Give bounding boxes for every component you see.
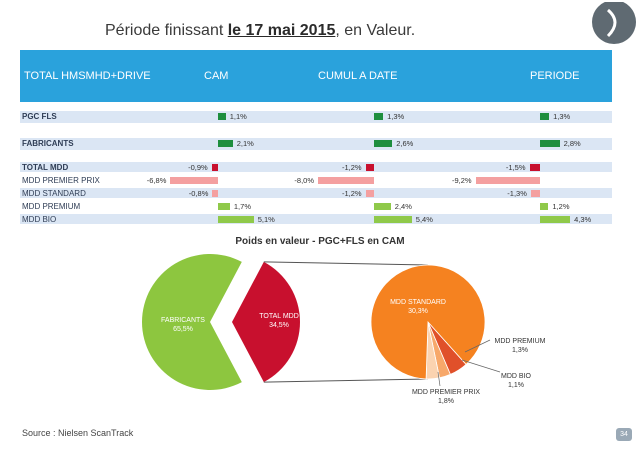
header-cumul: CUMUL A DATE xyxy=(318,70,398,82)
value-label: 2,4% xyxy=(394,202,412,211)
value-bar xyxy=(374,216,412,223)
page-title: Période finissant le 17 mai 2015, en Val… xyxy=(105,22,415,40)
value-label: 5,4% xyxy=(415,215,433,224)
leader-line-premier-prix xyxy=(437,371,441,387)
value-bar xyxy=(318,177,374,184)
row-label: MDD BIO xyxy=(22,215,57,224)
slice-total-mdd xyxy=(232,261,301,383)
value-bar xyxy=(374,140,393,147)
value-bar xyxy=(212,190,218,197)
value-bar xyxy=(540,216,571,223)
value-label: -1,2% xyxy=(342,163,362,172)
row-band xyxy=(20,138,612,150)
value-bar xyxy=(218,203,230,210)
slice-fabricants xyxy=(142,254,242,390)
value-bar xyxy=(365,164,374,171)
row-label: MDD STANDARD xyxy=(22,189,86,198)
row-band xyxy=(20,188,612,198)
value-label: 2,1% xyxy=(236,139,254,148)
slice-mdd-standard xyxy=(370,264,486,380)
value-label: 1,3% xyxy=(553,112,571,121)
label-fabricants: FABRICANTS 65,5% xyxy=(161,317,205,333)
label-mdd-bio: MDD BIO 1,1% xyxy=(501,373,532,389)
value-label: -1,3% xyxy=(507,189,527,198)
value-label: -0,9% xyxy=(188,163,208,172)
value-label: 4,3% xyxy=(574,215,592,224)
label-total-mdd: TOTAL MDD 34,5% xyxy=(259,313,299,329)
value-label: 2,8% xyxy=(563,139,581,148)
value-bar xyxy=(540,203,549,210)
header-periode: PERIODE xyxy=(530,70,580,82)
row-band xyxy=(20,111,612,123)
value-bar xyxy=(529,164,540,171)
value-label: -8,0% xyxy=(294,176,314,185)
leader-line-premium xyxy=(464,339,491,353)
title-date: le 17 mai 2015 xyxy=(227,22,336,39)
title-prefix: Période finissant xyxy=(105,22,228,39)
value-bar xyxy=(218,216,254,223)
header-band xyxy=(20,50,612,102)
label-mdd-premier-prix: MDD PREMIER PRIX 1,8% xyxy=(412,389,480,405)
value-bar xyxy=(374,203,391,210)
value-bar xyxy=(365,190,374,197)
row-label: MDD PREMIER PRIX xyxy=(22,176,100,185)
chart-title: Poids en valeur - PGC+FLS en CAM xyxy=(235,236,405,247)
value-label: -6,8% xyxy=(146,176,167,185)
connector-line-top xyxy=(263,261,429,266)
title-suffix: , en Valeur. xyxy=(335,22,416,39)
value-bar xyxy=(170,177,218,184)
value-bar xyxy=(540,140,560,147)
row-label: FABRICANTS xyxy=(22,139,74,148)
row-label: PGC FLS xyxy=(22,112,57,121)
row-band xyxy=(20,214,612,224)
connector-line-bottom xyxy=(263,378,429,383)
page-number: 34 xyxy=(616,428,632,441)
row-band xyxy=(20,162,612,172)
header-cam: CAM xyxy=(204,70,229,82)
brand-logo xyxy=(592,2,636,44)
row-label: TOTAL MDD xyxy=(22,163,69,172)
value-bar xyxy=(211,164,218,171)
value-label: 1,7% xyxy=(233,202,251,211)
value-label: 5,1% xyxy=(257,215,275,224)
value-label: 1,2% xyxy=(552,202,570,211)
value-bar xyxy=(374,113,384,120)
leader-line-bio xyxy=(461,359,501,373)
value-label: -1,2% xyxy=(342,189,362,198)
value-bar xyxy=(218,113,226,120)
value-label: -1,5% xyxy=(505,163,526,172)
header-label: TOTAL HMSMHD+DRIVE xyxy=(24,70,151,82)
value-label: -0,8% xyxy=(188,189,209,198)
value-bar xyxy=(530,190,540,197)
value-bar xyxy=(540,113,550,120)
label-mdd-premium: MDD PREMIUM 1,3% xyxy=(495,338,546,354)
value-bar xyxy=(218,140,233,147)
value-label: 2,6% xyxy=(396,139,414,148)
value-label: 1,1% xyxy=(229,112,247,121)
row-label: MDD PREMIUM xyxy=(22,202,81,211)
source-note: Source : Nielsen ScanTrack xyxy=(22,428,134,438)
value-label: -9,2% xyxy=(452,176,472,185)
label-mdd-standard: MDD STANDARD 30,3% xyxy=(390,299,446,315)
value-label: 1,3% xyxy=(387,112,405,121)
value-bar xyxy=(475,177,540,184)
